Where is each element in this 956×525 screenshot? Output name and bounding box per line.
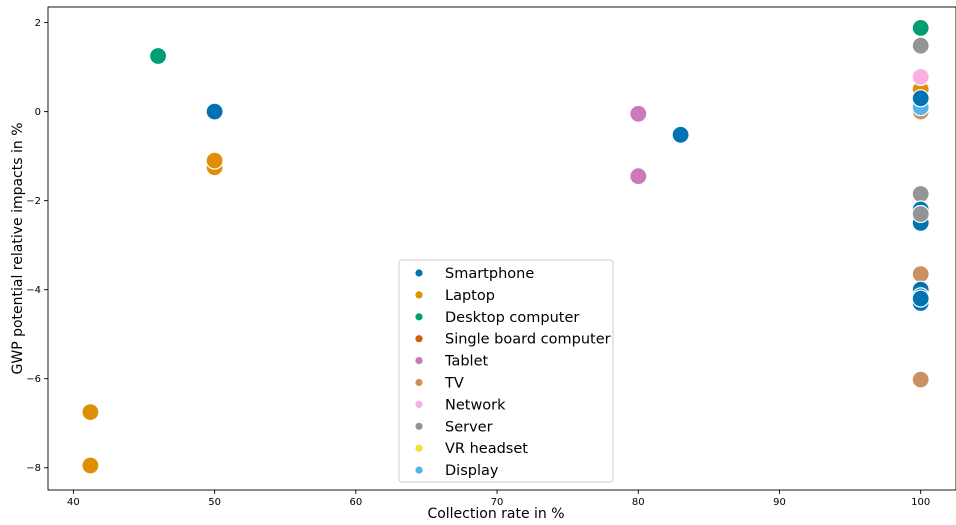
legend-label: VR headset bbox=[445, 441, 528, 457]
legend-label: Laptop bbox=[445, 288, 495, 304]
data-point-desktop-computer bbox=[911, 18, 930, 37]
x-tick-label: 80 bbox=[632, 497, 645, 508]
data-point-tablet bbox=[629, 104, 648, 123]
legend-marker bbox=[415, 422, 423, 430]
plot-frame bbox=[47, 6, 956, 491]
y-tick-label: −6 bbox=[26, 374, 41, 385]
data-point-tv bbox=[911, 265, 930, 284]
axes: 40 50 60 70 80 90 100 2 0 −2 −4 −6 −8 Collection rate… bbox=[10, 6, 956, 522]
legend-marker bbox=[415, 357, 423, 365]
legend-label: Display bbox=[445, 463, 499, 479]
legend-marker bbox=[415, 444, 423, 452]
data-point-network bbox=[911, 67, 930, 87]
data-point-laptop bbox=[81, 456, 100, 475]
data-point-server bbox=[911, 204, 930, 224]
legend: Smartphone Laptop Desktop computer Single b… bbox=[398, 259, 614, 483]
x-tick-label: 40 bbox=[67, 497, 80, 508]
legend-marker bbox=[415, 335, 423, 343]
y-tick-label: −4 bbox=[26, 285, 41, 296]
data-point-tablet bbox=[629, 167, 648, 186]
y-tick-label: 0 bbox=[35, 107, 41, 118]
y-tick-label: −2 bbox=[26, 196, 41, 207]
x-tick-label: 100 bbox=[911, 497, 930, 508]
plot-area bbox=[81, 18, 930, 475]
legend-marker bbox=[415, 313, 423, 321]
data-point-desktop-computer bbox=[149, 46, 168, 66]
x-tick-label: 60 bbox=[349, 497, 362, 508]
legend-marker bbox=[415, 400, 423, 408]
data-point-smartphone bbox=[911, 89, 930, 108]
data-point-laptop bbox=[81, 403, 100, 422]
legend-marker bbox=[415, 466, 423, 474]
data-point-smartphone bbox=[205, 102, 224, 121]
data-point-tv bbox=[911, 370, 930, 389]
y-axis-label: GWP potential relative impacts in % bbox=[10, 122, 26, 374]
legend-label: Smartphone bbox=[445, 266, 534, 282]
data-point-server bbox=[911, 184, 930, 204]
x-tick-label: 50 bbox=[208, 497, 221, 508]
data-point-laptop bbox=[205, 151, 224, 170]
data-point-smartphone bbox=[911, 289, 930, 308]
legend-marker bbox=[415, 291, 423, 299]
data-point-server bbox=[911, 36, 930, 55]
x-tick-label: 70 bbox=[491, 497, 504, 508]
x-tick-label: 90 bbox=[773, 497, 786, 508]
legend-label: Desktop computer bbox=[445, 310, 579, 326]
legend-marker bbox=[415, 269, 423, 277]
y-tick-label: −8 bbox=[26, 463, 41, 474]
legend-box bbox=[398, 259, 614, 483]
data-point-smartphone bbox=[671, 125, 690, 144]
y-tick-label: 2 bbox=[35, 18, 41, 29]
legend-label: TV bbox=[444, 376, 464, 392]
legend-label: Single board computer bbox=[445, 332, 611, 348]
legend-marker bbox=[415, 378, 423, 387]
x-axis-label: Collection rate in % bbox=[427, 506, 564, 522]
legend-label: Server bbox=[445, 419, 493, 435]
legend-label: Tablet bbox=[444, 354, 488, 370]
legend-label: Network bbox=[445, 397, 506, 413]
